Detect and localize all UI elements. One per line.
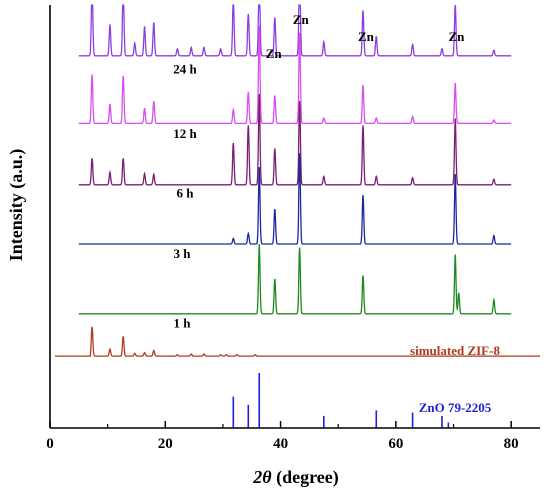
series-line-3-h — [78, 153, 512, 245]
series-line-6-h — [78, 93, 512, 186]
plot-area: 24 h 12 h 6 h 3 h 1 h simulated ZIF-8 ZnO 79-2… — [55, 4, 540, 428]
series-label-12-h: 12 h — [173, 126, 197, 141]
x-tick-label: 20 — [158, 436, 173, 452]
series-label-24-h: 24 h — [173, 62, 197, 77]
x-axis-label-unit: (degree) — [272, 467, 339, 488]
peak-annotation-zn: Zn — [358, 29, 375, 44]
series-label-3-h: 3 h — [174, 246, 192, 261]
x-tick-label: 60 — [388, 436, 403, 452]
peak-annotation-zn: Zn — [293, 12, 310, 27]
x-axis-label: 2θ (degree) — [252, 467, 338, 488]
series-line-simulated-zif-8 — [55, 326, 540, 357]
peak-annotation-zn: Zn — [266, 46, 283, 61]
y-axis-label: Intensity (a.u.) — [6, 149, 27, 262]
series-line-24-h — [78, 4, 512, 57]
series-line-1-h — [78, 243, 512, 315]
x-tick-label: 40 — [273, 436, 288, 452]
x-axis-label-theta: 2θ — [252, 467, 272, 487]
reference-label: ZnO 79-2205 — [419, 400, 492, 415]
axes: 0 20 40 60 80 — [46, 5, 540, 452]
series-label-simulated-zif-8: simulated ZIF-8 — [410, 343, 500, 358]
series-label-6-h: 6 h — [177, 185, 195, 200]
series-label-1-h: 1 h — [174, 315, 192, 330]
x-tick-label: 0 — [46, 436, 54, 452]
series-line-12-h — [78, 25, 512, 125]
x-tick-label: 80 — [504, 436, 519, 452]
peak-annotation-zn: Zn — [448, 29, 465, 44]
